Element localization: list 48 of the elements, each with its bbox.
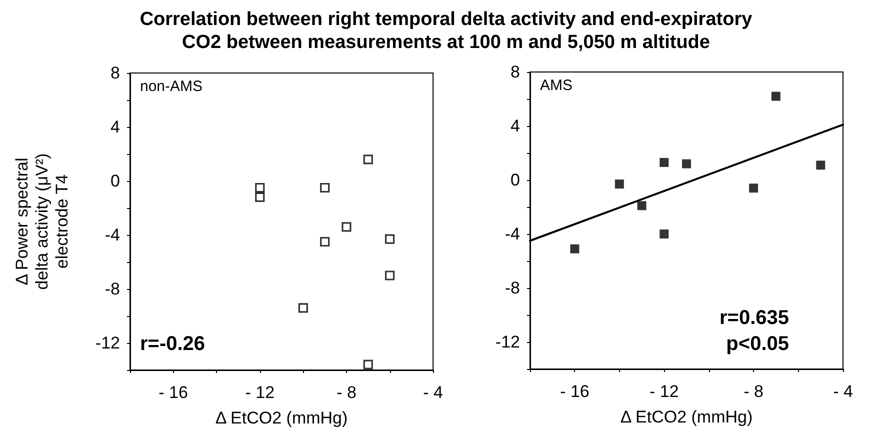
chart-title: Correlation between right temporal delta activity and end-expiratory CO2 between measurements at 100 m and 5,050 m altitude [138,8,754,55]
point [320,182,330,193]
y-tick-label: -12 [95,334,120,352]
point [255,192,265,202]
point [570,244,580,254]
y-tick-label: -8 [504,278,520,298]
point [342,222,352,232]
y-tick-label: 8 [110,64,120,82]
point [614,180,624,189]
point [682,159,691,168]
x-tick-label: - 12 [649,382,679,401]
annotation: r=0.635 [719,307,790,329]
point [660,158,669,167]
point [384,234,395,244]
point [660,230,669,238]
x-tick-label: - 8 [744,382,764,401]
y-tick-label: 4 [510,116,520,136]
y-tick-label: 4 [110,118,120,136]
x-tick-label: - 12 [245,383,275,402]
x-tick-label: - 16 [560,382,590,401]
x-tick-label: - 4 [833,382,853,401]
point [816,160,826,170]
y-tick-label: -12 [495,332,520,352]
point [298,303,308,313]
y-tick-label: -8 [104,280,120,298]
point [637,201,646,210]
y-tick-label: -4 [504,224,520,244]
y-tick-label: 8 [510,62,520,82]
annotation: r=-0.26 [140,333,206,355]
point [384,270,395,280]
point [363,360,373,370]
annotation: AMS [540,77,573,94]
y-axis-title: Δ Power spectral delta activity (μV²) electrode T4 [12,153,72,290]
point [320,236,330,247]
x-tick-label: - 16 [158,383,188,402]
y-tick-label: -4 [104,226,120,244]
point [749,184,758,193]
point [771,92,780,101]
annotation: p<0.05 [726,333,790,355]
y-tick-label: 0 [110,172,120,190]
x-tick-label: - 4 [423,383,443,402]
x-tick-label: - 8 [336,383,356,402]
x-axis-title: Δ EtCO2 (mmHg) [215,408,348,428]
x-axis-title: Δ EtCO2 (mmHg) [620,408,753,426]
point [255,182,265,193]
point [363,154,373,164]
y-tick-label: 0 [510,170,520,190]
annotation: non-AMS [140,78,203,95]
